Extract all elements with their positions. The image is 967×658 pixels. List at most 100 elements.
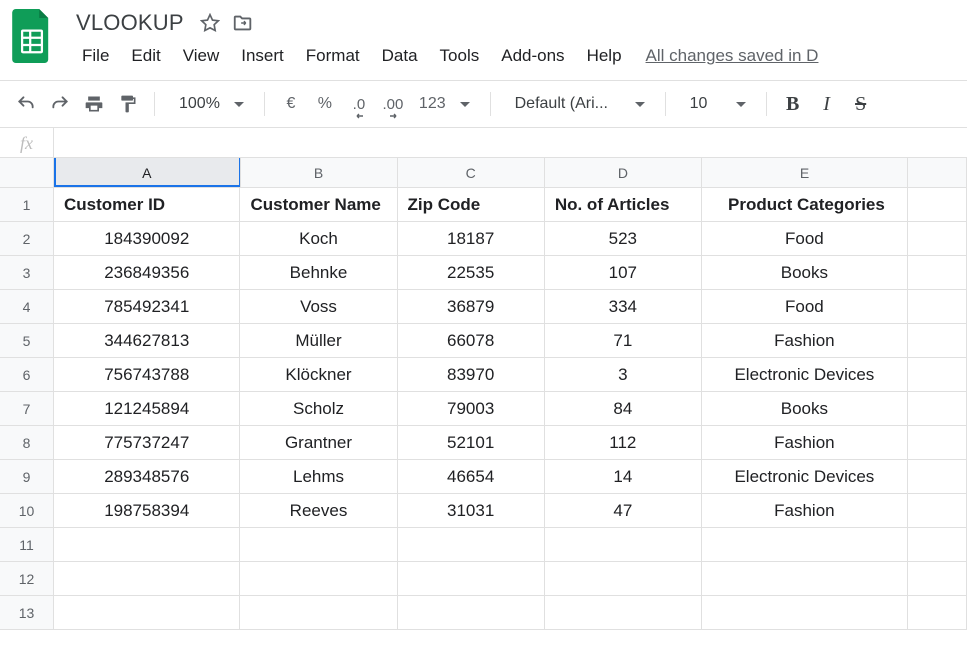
select-all-corner[interactable] [0,158,54,188]
cell[interactable] [908,290,967,324]
cell[interactable]: 107 [545,256,702,290]
cell[interactable]: 198758394 [54,494,240,528]
menu-insert[interactable]: Insert [231,42,294,70]
cell[interactable]: Books [702,392,908,426]
cell[interactable]: 334 [545,290,702,324]
doc-title[interactable]: VLOOKUP [72,8,188,38]
row-header[interactable]: 9 [0,460,54,494]
cell[interactable]: 79003 [398,392,545,426]
cell[interactable] [54,528,240,562]
zoom-select[interactable]: 100% [167,91,252,117]
cell[interactable]: 71 [545,324,702,358]
cell[interactable]: Reeves [240,494,397,528]
cell[interactable] [240,596,397,630]
cell[interactable]: 14 [545,460,702,494]
cell[interactable] [908,324,967,358]
save-status[interactable]: All changes saved in D [646,46,819,66]
cell[interactable]: 184390092 [54,222,240,256]
italic-button[interactable]: I [813,89,841,119]
cell[interactable]: 344627813 [54,324,240,358]
cell[interactable]: Electronic Devices [702,460,908,494]
cell[interactable]: 3 [545,358,702,392]
cell[interactable]: Voss [240,290,397,324]
fontsize-select[interactable]: 10 [678,91,754,117]
cell[interactable] [908,358,967,392]
row-header[interactable]: 11 [0,528,54,562]
row-header[interactable]: 1 [0,188,54,222]
cell[interactable]: 46654 [398,460,545,494]
bold-button[interactable]: B [779,89,807,119]
decrease-decimal-button[interactable]: .0 [345,89,373,119]
cell[interactable] [54,562,240,596]
cell[interactable]: 31031 [398,494,545,528]
cell[interactable]: Electronic Devices [702,358,908,392]
cell[interactable]: 775737247 [54,426,240,460]
number-format-select[interactable]: 123 [413,91,478,117]
cell[interactable]: 236849356 [54,256,240,290]
cell[interactable]: 22535 [398,256,545,290]
cell[interactable]: Fashion [702,494,908,528]
menu-edit[interactable]: Edit [121,42,170,70]
cell[interactable]: Müller [240,324,397,358]
cell[interactable]: Fashion [702,426,908,460]
sheets-logo[interactable] [8,8,56,64]
menu-addons[interactable]: Add-ons [491,42,574,70]
cell[interactable]: 756743788 [54,358,240,392]
cell[interactable] [908,188,967,222]
menu-format[interactable]: Format [296,42,370,70]
cell[interactable] [398,562,545,596]
cell[interactable] [908,222,967,256]
paint-format-button[interactable] [114,89,142,119]
cell[interactable] [702,562,908,596]
currency-button[interactable]: € [277,89,305,119]
cell[interactable] [240,528,397,562]
col-header-B[interactable]: B [241,158,398,188]
cell[interactable]: 289348576 [54,460,240,494]
row-header[interactable]: 4 [0,290,54,324]
cell[interactable]: Grantner [240,426,397,460]
menu-tools[interactable]: Tools [430,42,490,70]
font-select[interactable]: Default (Ari... [503,91,653,117]
cell[interactable]: 83970 [398,358,545,392]
cell[interactable]: Food [702,222,908,256]
undo-button[interactable] [12,89,40,119]
cell[interactable]: 84 [545,392,702,426]
row-header[interactable]: 13 [0,596,54,630]
cell[interactable]: 66078 [398,324,545,358]
col-header-C[interactable]: C [398,158,545,188]
cell[interactable] [545,562,702,596]
cell[interactable] [54,596,240,630]
redo-button[interactable] [46,89,74,119]
col-header-D[interactable]: D [545,158,702,188]
cell[interactable]: Fashion [702,324,908,358]
row-header[interactable]: 12 [0,562,54,596]
cell[interactable]: 36879 [398,290,545,324]
print-button[interactable] [80,89,108,119]
row-header[interactable]: 5 [0,324,54,358]
cell[interactable]: Customer Name [240,188,397,222]
fx-icon[interactable]: fx [0,128,54,157]
cell[interactable]: 121245894 [54,392,240,426]
cell[interactable]: Customer ID [54,188,240,222]
star-icon[interactable] [200,13,220,33]
cell[interactable]: 52101 [398,426,545,460]
menu-file[interactable]: File [72,42,119,70]
col-header-E[interactable]: E [702,158,908,188]
move-folder-icon[interactable] [232,12,254,34]
cell[interactable]: 18187 [398,222,545,256]
cell[interactable]: 523 [545,222,702,256]
menu-view[interactable]: View [173,42,230,70]
row-header[interactable]: 3 [0,256,54,290]
cell[interactable] [908,528,967,562]
cell[interactable] [702,596,908,630]
strike-button[interactable]: S [847,89,875,119]
cell[interactable]: 112 [545,426,702,460]
cell[interactable] [908,392,967,426]
cell[interactable]: Lehms [240,460,397,494]
col-header-F[interactable] [908,158,967,188]
cell[interactable]: Koch [240,222,397,256]
cell[interactable] [908,494,967,528]
cell[interactable] [702,528,908,562]
cell[interactable]: No. of Articles [545,188,702,222]
col-header-A[interactable]: A [54,158,241,188]
